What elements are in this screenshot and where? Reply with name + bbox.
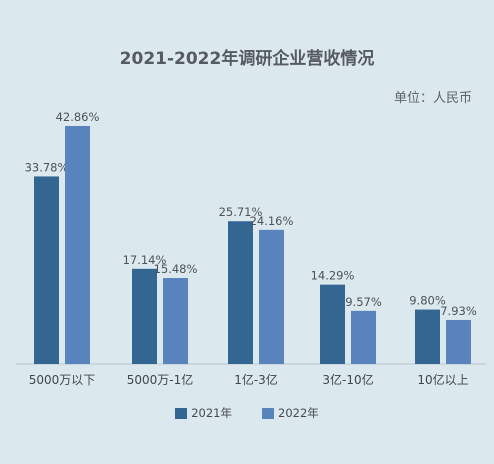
category-label-1: 5000万-1亿 — [127, 372, 194, 387]
bar-2022-1 — [163, 278, 188, 364]
category-label-3: 3亿-10亿 — [322, 372, 373, 387]
bar-2022-3 — [351, 310, 376, 364]
bar-2021-0 — [34, 176, 59, 364]
category-label-2: 1亿-3亿 — [234, 372, 278, 387]
chart-title: 2021-2022年调研企业营收情况 — [119, 49, 375, 69]
category-label-4: 10亿以上 — [417, 372, 468, 387]
value-label-2022-0: 42.86% — [56, 110, 100, 124]
legend-swatch-2022 — [262, 407, 274, 419]
unit-label: 单位：人民币 — [393, 91, 472, 106]
legend: 2021年 2022年 — [0, 405, 494, 421]
value-label-2022-3: 9.57% — [345, 295, 382, 309]
value-label-2022-2: 24.16% — [250, 214, 294, 228]
value-label-2022-4: 7.93% — [440, 304, 477, 318]
bar-2022-0 — [65, 126, 90, 364]
value-label-2022-1: 15.48% — [154, 262, 198, 276]
bar-2021-3 — [320, 284, 345, 364]
legend-label-2022: 2022年 — [278, 406, 319, 420]
bar-2022-2 — [259, 229, 284, 364]
legend-item-2022: 2022年 — [262, 405, 319, 421]
value-label-2021-2: 25.71% — [219, 205, 263, 219]
bar-2021-1 — [132, 268, 157, 364]
bar-2021-2 — [228, 221, 253, 364]
legend-label-2021: 2021年 — [191, 406, 232, 420]
legend-swatch-2021 — [175, 407, 188, 419]
legend-item-2021: 2021年 — [175, 405, 232, 421]
category-label-0: 5000万以下 — [29, 373, 96, 387]
value-label-2021-4: 9.80% — [409, 294, 446, 308]
value-label-2021-1: 17.14% — [123, 253, 167, 267]
value-label-2021-3: 14.29% — [311, 269, 355, 283]
value-label-2021-0: 33.78% — [25, 160, 69, 174]
bar-2021-4 — [415, 309, 440, 364]
bar-2022-4 — [446, 319, 471, 364]
